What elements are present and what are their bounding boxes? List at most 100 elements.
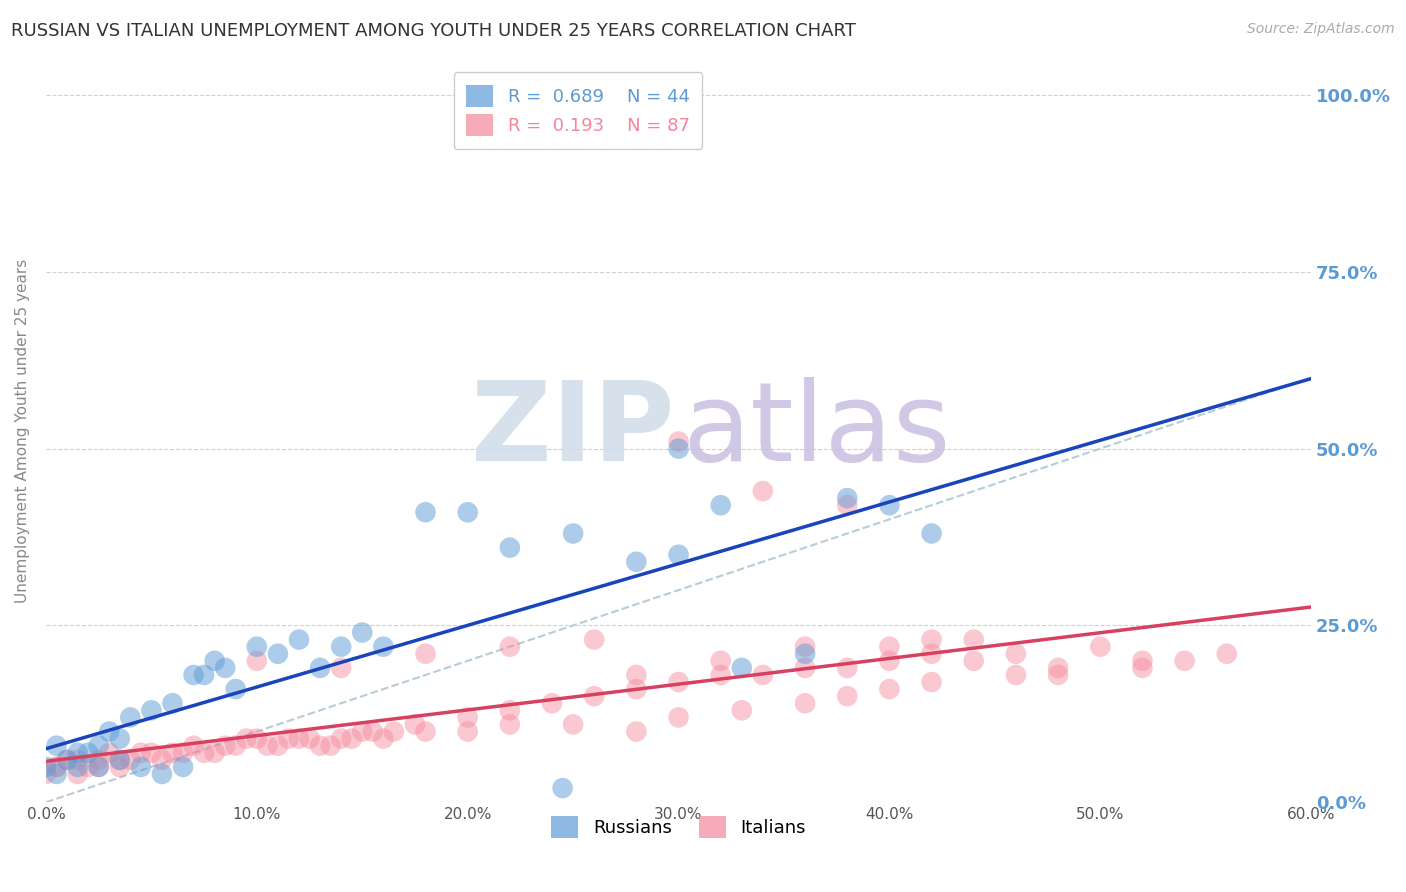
Point <box>267 739 290 753</box>
Point <box>415 724 437 739</box>
Point <box>921 632 943 647</box>
Point <box>45 760 67 774</box>
Point <box>457 710 479 724</box>
Point <box>1090 640 1112 654</box>
Point <box>56 753 79 767</box>
Point <box>583 689 606 703</box>
Point <box>225 682 247 697</box>
Point <box>752 484 775 499</box>
Point <box>214 739 236 753</box>
Point <box>256 739 278 753</box>
Point <box>352 724 374 739</box>
Point <box>921 675 943 690</box>
Point <box>66 746 89 760</box>
Point <box>1216 647 1239 661</box>
Point <box>626 724 648 739</box>
Point <box>183 668 205 682</box>
Point <box>1047 668 1070 682</box>
Point <box>225 739 247 753</box>
Point <box>668 710 690 724</box>
Point <box>172 746 194 760</box>
Point <box>626 668 648 682</box>
Point <box>77 760 100 774</box>
Point <box>837 689 859 703</box>
Point <box>963 654 986 668</box>
Point <box>108 753 131 767</box>
Point <box>731 661 754 675</box>
Point <box>963 632 986 647</box>
Point <box>150 753 173 767</box>
Point <box>373 731 395 746</box>
Point <box>921 647 943 661</box>
Text: Source: ZipAtlas.com: Source: ZipAtlas.com <box>1247 22 1395 37</box>
Point <box>415 647 437 661</box>
Point <box>120 710 142 724</box>
Point <box>319 739 342 753</box>
Point <box>330 661 353 675</box>
Point <box>710 668 733 682</box>
Point <box>66 753 89 767</box>
Point <box>56 753 79 767</box>
Point <box>66 767 89 781</box>
Point <box>1132 661 1154 675</box>
Point <box>1047 661 1070 675</box>
Point <box>129 760 152 774</box>
Point <box>288 731 311 746</box>
Point <box>361 724 384 739</box>
Point <box>150 767 173 781</box>
Point <box>794 661 817 675</box>
Point <box>1005 668 1028 682</box>
Point <box>879 498 901 512</box>
Point <box>66 760 89 774</box>
Point <box>309 739 332 753</box>
Point <box>162 746 184 760</box>
Point <box>277 731 299 746</box>
Point <box>499 717 522 731</box>
Point <box>837 661 859 675</box>
Point <box>235 731 257 746</box>
Point <box>214 661 236 675</box>
Point <box>415 505 437 519</box>
Point <box>879 640 901 654</box>
Point <box>794 696 817 710</box>
Text: ZIP: ZIP <box>471 377 675 484</box>
Point <box>1174 654 1197 668</box>
Point <box>541 696 564 710</box>
Point <box>583 632 606 647</box>
Point <box>499 541 522 555</box>
Point <box>193 668 215 682</box>
Point <box>108 760 131 774</box>
Point <box>98 746 121 760</box>
Point <box>246 731 269 746</box>
Point <box>288 632 311 647</box>
Point <box>1132 654 1154 668</box>
Point <box>731 703 754 717</box>
Point <box>45 739 67 753</box>
Point <box>373 640 395 654</box>
Point <box>626 682 648 697</box>
Point <box>668 434 690 449</box>
Point <box>330 731 353 746</box>
Point <box>141 703 163 717</box>
Point <box>77 746 100 760</box>
Point <box>921 526 943 541</box>
Point <box>879 654 901 668</box>
Point <box>309 661 332 675</box>
Point <box>837 491 859 505</box>
Point <box>752 668 775 682</box>
Y-axis label: Unemployment Among Youth under 25 years: Unemployment Among Youth under 25 years <box>15 259 30 603</box>
Point <box>668 442 690 456</box>
Text: atlas: atlas <box>682 377 950 484</box>
Point <box>204 746 226 760</box>
Point <box>562 717 585 731</box>
Point <box>1005 647 1028 661</box>
Text: RUSSIAN VS ITALIAN UNEMPLOYMENT AMONG YOUTH UNDER 25 YEARS CORRELATION CHART: RUSSIAN VS ITALIAN UNEMPLOYMENT AMONG YO… <box>11 22 856 40</box>
Point <box>404 717 426 731</box>
Point <box>879 682 901 697</box>
Point <box>499 640 522 654</box>
Point <box>108 731 131 746</box>
Point <box>298 731 321 746</box>
Point <box>183 739 205 753</box>
Point <box>794 640 817 654</box>
Point <box>246 654 269 668</box>
